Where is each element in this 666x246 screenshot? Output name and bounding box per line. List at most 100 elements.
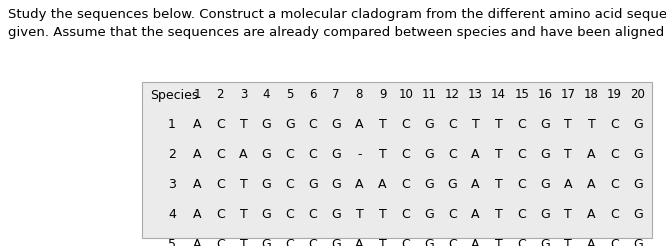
Text: C: C — [517, 149, 526, 162]
Bar — [142, 82, 652, 238]
Text: C: C — [308, 209, 318, 221]
Text: A: A — [587, 149, 595, 162]
Text: T: T — [240, 239, 247, 246]
Text: G: G — [331, 119, 341, 132]
Text: G: G — [424, 179, 434, 191]
Text: T: T — [495, 149, 502, 162]
Text: G: G — [633, 149, 643, 162]
Text: C: C — [517, 209, 526, 221]
Text: A: A — [192, 179, 201, 191]
Text: T: T — [240, 119, 247, 132]
Text: 18: 18 — [584, 89, 599, 102]
Text: T: T — [564, 149, 572, 162]
Text: T: T — [472, 119, 480, 132]
Text: T: T — [495, 209, 502, 221]
Text: G: G — [540, 149, 550, 162]
Text: G: G — [424, 119, 434, 132]
Text: C: C — [308, 119, 318, 132]
Text: C: C — [286, 209, 294, 221]
Text: C: C — [448, 209, 457, 221]
Text: C: C — [517, 179, 526, 191]
Text: G: G — [540, 209, 550, 221]
Text: A: A — [355, 239, 364, 246]
Text: 17: 17 — [561, 89, 575, 102]
Text: T: T — [587, 119, 595, 132]
Text: 3: 3 — [168, 179, 176, 191]
Text: 20: 20 — [630, 89, 645, 102]
Text: given. Assume that the sequences are already compared between species and have b: given. Assume that the sequences are alr… — [8, 26, 666, 39]
Text: C: C — [448, 149, 457, 162]
Text: C: C — [402, 209, 410, 221]
Text: A: A — [471, 239, 480, 246]
Text: 3: 3 — [240, 89, 247, 102]
Text: T: T — [379, 239, 386, 246]
Text: A: A — [239, 149, 248, 162]
Text: -: - — [357, 149, 362, 162]
Text: A: A — [471, 149, 480, 162]
Text: C: C — [448, 119, 457, 132]
Text: 14: 14 — [491, 89, 506, 102]
Text: T: T — [564, 209, 572, 221]
Text: C: C — [448, 239, 457, 246]
Text: G: G — [633, 209, 643, 221]
Text: 13: 13 — [468, 89, 483, 102]
Text: G: G — [308, 179, 318, 191]
Text: 7: 7 — [332, 89, 340, 102]
Text: T: T — [356, 209, 363, 221]
Text: C: C — [216, 209, 224, 221]
Text: G: G — [448, 179, 457, 191]
Text: 9: 9 — [379, 89, 386, 102]
Text: G: G — [633, 179, 643, 191]
Text: 6: 6 — [309, 89, 317, 102]
Text: C: C — [610, 119, 619, 132]
Text: 2: 2 — [216, 89, 224, 102]
Text: C: C — [402, 179, 410, 191]
Text: T: T — [495, 239, 502, 246]
Text: G: G — [262, 209, 272, 221]
Text: G: G — [285, 119, 294, 132]
Text: 5: 5 — [286, 89, 294, 102]
Text: C: C — [517, 119, 526, 132]
Text: G: G — [262, 239, 272, 246]
Text: T: T — [240, 179, 247, 191]
Text: G: G — [540, 119, 550, 132]
Text: A: A — [355, 179, 364, 191]
Text: A: A — [471, 209, 480, 221]
Text: C: C — [286, 149, 294, 162]
Text: T: T — [564, 119, 572, 132]
Text: 11: 11 — [422, 89, 436, 102]
Text: G: G — [331, 209, 341, 221]
Text: G: G — [331, 239, 341, 246]
Text: T: T — [379, 149, 386, 162]
Text: A: A — [192, 119, 201, 132]
Text: C: C — [610, 149, 619, 162]
Text: 4: 4 — [168, 209, 176, 221]
Text: A: A — [378, 179, 387, 191]
Text: C: C — [402, 149, 410, 162]
Text: G: G — [540, 239, 550, 246]
Text: T: T — [495, 179, 502, 191]
Text: T: T — [379, 119, 386, 132]
Text: A: A — [587, 179, 595, 191]
Text: C: C — [610, 239, 619, 246]
Text: G: G — [331, 149, 341, 162]
Text: 5: 5 — [168, 239, 176, 246]
Text: G: G — [262, 179, 272, 191]
Text: 1: 1 — [168, 119, 176, 132]
Text: C: C — [286, 239, 294, 246]
Text: C: C — [286, 179, 294, 191]
Text: C: C — [216, 119, 224, 132]
Text: C: C — [308, 149, 318, 162]
Text: 12: 12 — [445, 89, 460, 102]
Text: 4: 4 — [263, 89, 270, 102]
Text: C: C — [402, 119, 410, 132]
Text: G: G — [540, 179, 550, 191]
Text: C: C — [402, 239, 410, 246]
Text: Species: Species — [150, 89, 198, 102]
Text: A: A — [192, 239, 201, 246]
Text: A: A — [587, 239, 595, 246]
Text: T: T — [564, 239, 572, 246]
Text: 15: 15 — [514, 89, 529, 102]
Text: 19: 19 — [607, 89, 622, 102]
Text: G: G — [424, 149, 434, 162]
